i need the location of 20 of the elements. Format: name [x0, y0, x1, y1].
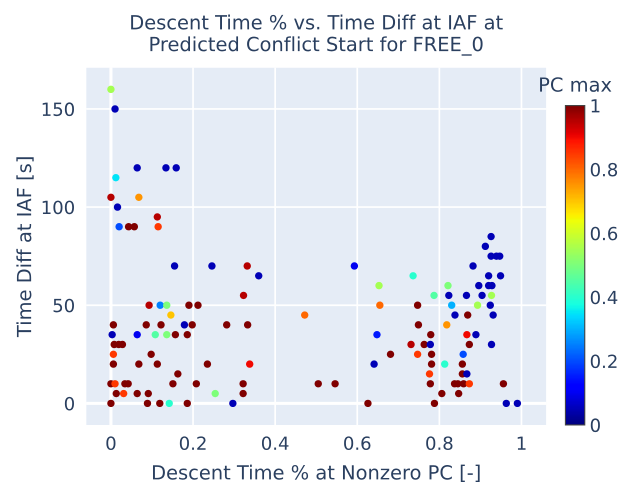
x-tick-label: 0.8 — [426, 436, 452, 450]
y-tick-label: 100 — [42, 200, 74, 214]
y-tick-label: 0 — [64, 396, 74, 410]
color-bar-label: 0.4 — [590, 290, 618, 304]
x-axis-title: Descent Time % at Nonzero PC [-] — [153, 464, 480, 482]
color-bar-title: PC max — [540, 77, 612, 92]
y-tick-label: 50 — [54, 298, 74, 312]
color-bar-label: 0.6 — [590, 226, 618, 240]
color-bar-label: 0.2 — [590, 354, 617, 368]
x-tick-label: 0 — [106, 436, 116, 450]
y-axis-title: Time Diff at IAF [s] — [16, 157, 34, 338]
color-bar-label: 1 — [592, 99, 600, 112]
color-bar-label: 0 — [590, 418, 600, 432]
x-tick-label: 0.4 — [262, 436, 288, 450]
x-tick-label: 1 — [518, 436, 526, 450]
color-bar-label: 0.8 — [590, 162, 618, 177]
x-tick-label: 0.2 — [180, 436, 206, 450]
x-tick-label: 0.6 — [344, 436, 370, 450]
y-tick-label: 150 — [42, 102, 74, 116]
chart-title: Descent Time % vs. Time Diff at IAF at Predicted Conflict Start for FREE_0 — [131, 14, 503, 56]
